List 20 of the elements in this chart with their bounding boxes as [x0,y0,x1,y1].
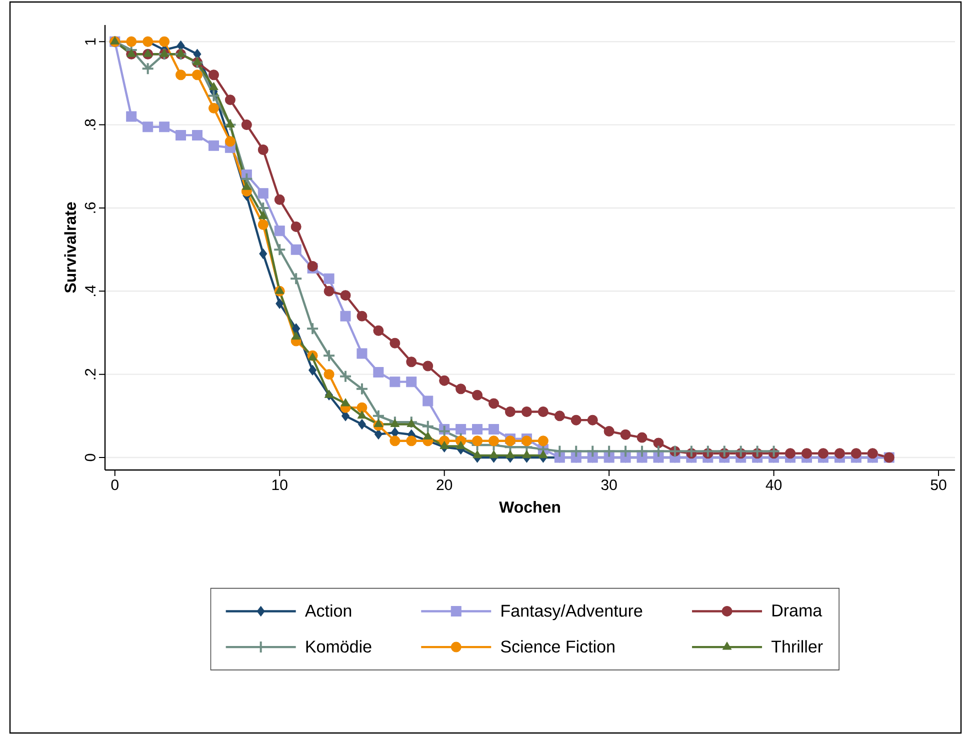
x-tick-label: 30 [601,480,617,490]
y-tick-label: .2 [84,368,96,380]
legend-label: Science Fiction [501,640,614,653]
y-tick-label: 0 [84,454,96,462]
y-tick-label: .4 [85,285,96,296]
x-tick-label: 10 [272,480,288,490]
legend-label: Fantasy/Adventure [502,604,642,620]
x-tick-label: 40 [766,480,782,490]
y-tick-label: .6 [84,202,96,213]
x-tick-label: 20 [436,480,452,490]
legend-label: Komödie [306,640,372,653]
x-axis-title: Wochen [499,501,560,513]
legend-label: Action [304,604,352,617]
legend-label: Thriller [771,640,823,653]
x-tick-label: 50 [930,480,946,490]
y-axis-title: Survivalrate [64,202,76,293]
x-tick-label: 0 [111,480,118,490]
y-tick-label: 1 [85,38,96,45]
y-tick-label: .8 [84,119,96,130]
legend-label: Drama [772,604,822,616]
